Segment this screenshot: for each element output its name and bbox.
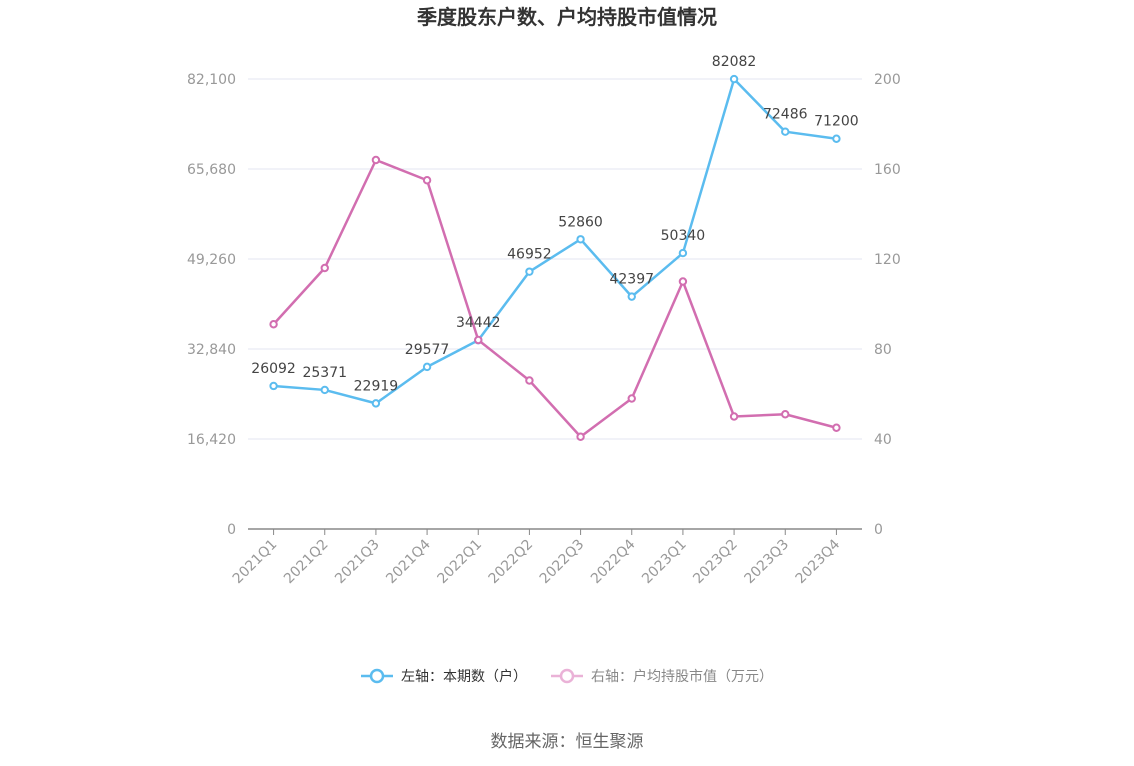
data-point: [525, 267, 534, 276]
data-point: [627, 394, 636, 403]
data-point: [320, 385, 329, 395]
legend-marker: [369, 668, 385, 684]
data-labels: 26092 25371 22919 29577 34442 46952 52860 42397…: [251, 54, 858, 394]
data-label: 29577: [405, 342, 450, 358]
data-point: [576, 235, 585, 244]
x-axis-tick-label: 2022Q1: [434, 537, 485, 588]
legend-label: 右轴：户均持股市值（万元）: [591, 668, 773, 685]
data-point: [729, 412, 739, 421]
data-label: 52860: [558, 214, 603, 230]
data-point: [474, 335, 483, 345]
chart-title: 季度股东户数、户均持股市值情况: [416, 5, 717, 29]
right-axis-tick-label: 120: [874, 252, 901, 268]
data-point: [269, 320, 278, 329]
x-axis-tick-label: 2021Q3: [332, 537, 383, 588]
data-point: [678, 248, 688, 258]
x-axis-tick-label: 2023Q3: [741, 537, 792, 588]
x-axis-tick-label: 2021Q4: [383, 536, 434, 587]
right-axis-tick-label: 80: [874, 342, 892, 358]
x-axis-tick-label: 2023Q4: [793, 536, 844, 587]
data-label: 22919: [354, 378, 399, 394]
x-axis-tick-label: 2023Q1: [639, 537, 690, 588]
x-axis-tick-label: 2021Q1: [230, 537, 281, 588]
data-point: [371, 155, 381, 165]
axes: 0 16,420 32,840 49,260 65,680 82,100 0 40 80 120 1…: [187, 72, 901, 587]
legend: 左轴：本期数（户） 右轴：户均持股市值（万元）: [361, 668, 773, 685]
data-point: [371, 399, 381, 408]
series-line-1: [272, 158, 837, 438]
left-axis-tick-label: 65,680: [187, 162, 236, 178]
data-point: [320, 263, 329, 273]
legend-item-1[interactable]: 右轴：户均持股市值（万元）: [551, 668, 773, 685]
x-axis-tick-label: 2023Q2: [690, 537, 741, 588]
right-axis-tick-label: 160: [874, 162, 901, 178]
right-axis-tick-label: 40: [874, 432, 892, 448]
data-label: 42397: [609, 272, 654, 288]
data-label: 34442: [456, 315, 501, 331]
data-label: 46952: [507, 247, 552, 263]
x-axis-tick-label: 2021Q2: [281, 537, 332, 588]
data-point: [422, 176, 432, 185]
grid: [248, 78, 862, 440]
data-point: [576, 432, 585, 441]
data-label: 82082: [712, 54, 757, 70]
data-label: 26092: [251, 361, 296, 377]
left-axis-tick-label: 0: [227, 522, 236, 538]
data-point: [729, 74, 739, 84]
data-point: [269, 381, 278, 391]
right-axis-tick-label: 200: [874, 72, 901, 88]
data-point: [781, 127, 790, 136]
left-axis-tick-label: 49,260: [187, 252, 236, 268]
legend-marker: [559, 668, 575, 684]
legend-item-0[interactable]: 左轴：本期数（户）: [361, 668, 527, 685]
x-axis-tick-label: 2022Q2: [486, 537, 537, 588]
data-label: 50340: [661, 228, 706, 244]
left-axis-tick-label: 32,840: [187, 342, 236, 358]
series-layer: [269, 74, 841, 441]
left-axis-tick-label: 16,420: [187, 432, 236, 448]
data-label: 72486: [763, 107, 808, 123]
data-point: [525, 376, 534, 385]
source-note: 数据来源：恒生聚源: [491, 732, 644, 752]
data-label: 25371: [302, 365, 347, 381]
right-axis-tick-label: 0: [874, 522, 883, 538]
x-axis-tick-label: 2022Q3: [537, 537, 588, 588]
legend-label: 左轴：本期数（户）: [401, 668, 527, 685]
data-point: [832, 134, 841, 143]
data-point: [627, 292, 636, 301]
x-axis-tick-label: 2022Q4: [588, 536, 639, 587]
data-label: 71200: [814, 114, 859, 130]
data-point: [422, 362, 432, 372]
data-point: [678, 277, 688, 286]
left-axis-tick-label: 82,100: [187, 72, 236, 88]
data-point: [781, 410, 790, 419]
series-line-0: [273, 77, 837, 405]
data-point: [832, 423, 841, 432]
